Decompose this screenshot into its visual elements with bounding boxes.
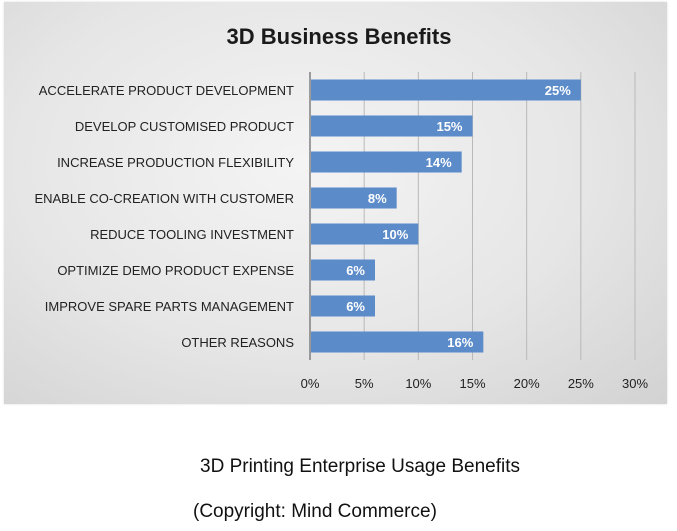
copyright-note: (Copyright: Mind Commerce) xyxy=(193,501,437,522)
x-tick-label: 15% xyxy=(459,376,485,391)
x-tick-label: 0% xyxy=(301,376,320,391)
bar xyxy=(311,331,484,353)
chart-title: 3D Business Benefits xyxy=(227,24,452,49)
data-label: 15% xyxy=(436,119,462,134)
figure-caption: 3D Printing Enterprise Usage Benefits xyxy=(200,456,520,477)
category-label: REDUCE TOOLING INVESTMENT xyxy=(90,227,294,242)
category-label: OTHER REASONS xyxy=(181,335,294,350)
data-labels: 25% 15% 14% 8% 10% 6% 6% 16% xyxy=(346,83,571,350)
data-label: 10% xyxy=(382,227,408,242)
bar xyxy=(311,115,473,137)
bar xyxy=(311,223,419,245)
x-tick-label: 30% xyxy=(622,376,648,391)
data-label: 6% xyxy=(346,299,365,314)
x-tick-label: 10% xyxy=(405,376,431,391)
x-tick-label: 5% xyxy=(355,376,374,391)
category-label: ENABLE CO-CREATION WITH CUSTOMER xyxy=(34,191,294,206)
data-label: 25% xyxy=(545,83,571,98)
data-label: 16% xyxy=(447,335,473,350)
bars xyxy=(311,79,581,353)
category-label: ACCELERATE PRODUCT DEVELOPMENT xyxy=(39,83,294,98)
x-tick-labels: 0% 5% 10% 15% 20% 25% 30% xyxy=(301,376,649,391)
chart-panel: 3D Business Benefits ACCELERATE PRODUCT … xyxy=(4,2,667,404)
data-label: 8% xyxy=(368,191,387,206)
bar xyxy=(311,79,581,101)
gridlines xyxy=(309,72,636,360)
bar xyxy=(311,295,375,317)
category-labels: ACCELERATE PRODUCT DEVELOPMENT DEVELOP CU… xyxy=(34,83,294,350)
bar xyxy=(311,259,375,281)
x-tick-label: 20% xyxy=(514,376,540,391)
category-label: DEVELOP CUSTOMISED PRODUCT xyxy=(75,119,294,134)
bar-chart: 3D Business Benefits ACCELERATE PRODUCT … xyxy=(34,24,649,391)
bar xyxy=(311,187,397,209)
data-label: 6% xyxy=(346,263,365,278)
bar xyxy=(311,151,462,173)
category-label: OPTIMIZE DEMO PRODUCT EXPENSE xyxy=(57,263,294,278)
x-tick-label: 25% xyxy=(568,376,594,391)
category-label: INCREASE PRODUCTION FLEXIBILITY xyxy=(57,155,294,170)
data-label: 14% xyxy=(426,155,452,170)
category-label: IMPROVE SPARE PARTS MANAGEMENT xyxy=(45,299,294,314)
